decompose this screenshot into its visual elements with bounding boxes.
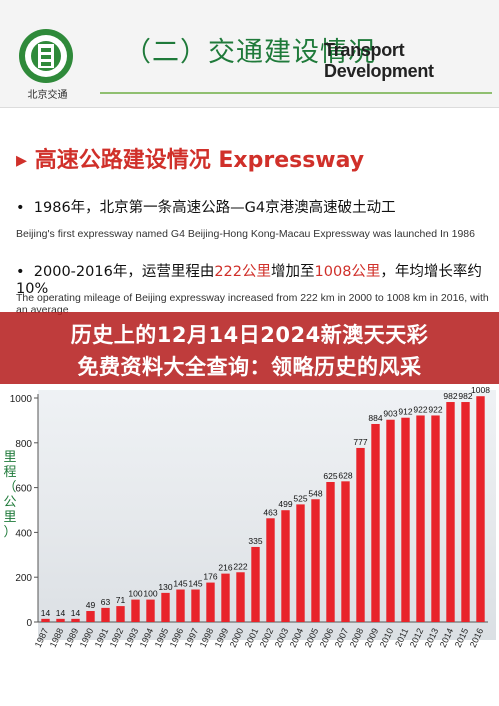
bar-value-label: 777 <box>353 437 367 447</box>
y-tick-label: 600 <box>15 484 32 495</box>
bar <box>176 589 185 622</box>
slide-header: 北京交通 （二）交通建设情况 Transport Development <box>0 0 499 108</box>
section-title: ▸ 高速公路建设情况 Expressway <box>16 142 364 174</box>
bar <box>311 499 320 622</box>
bar-value-label: 49 <box>86 600 96 610</box>
overlay-banner: 历史上的12月14日2024新澳天天彩 免费资料大全查询：领略历史的风采 <box>0 312 499 384</box>
bullet-1-zh: • 1986年，北京第一条高速公路—G4京港澳高速破土动工 <box>16 200 396 216</box>
y-tick-label: 1000 <box>10 394 33 405</box>
bar <box>41 618 50 622</box>
bullet-dot-icon: • <box>16 200 34 216</box>
bar-value-label: 145 <box>173 579 187 589</box>
bar-value-label: 548 <box>308 488 322 498</box>
bar-value-label: 625 <box>323 471 337 481</box>
bar-value-label: 628 <box>338 470 352 480</box>
bar <box>326 482 335 622</box>
mileage-bar-chart: 0200400600800100014198714198814198949199… <box>10 385 490 649</box>
bar-value-label: 100 <box>128 589 142 599</box>
bar-value-label: 982 <box>458 391 472 401</box>
bar-value-label: 100 <box>143 589 157 599</box>
bar-value-label: 216 <box>218 563 232 573</box>
y-tick-label: 800 <box>15 439 32 450</box>
section-title-text: 高速公路建设情况 Expressway <box>34 148 365 173</box>
bar <box>416 415 425 622</box>
bullet-2-zh: • 2000-2016年，运营里程由222公里增加至1008公里，年均增长率约1… <box>16 264 482 297</box>
bar-value-label: 14 <box>56 608 66 618</box>
bar <box>116 606 125 622</box>
bar-value-label: 463 <box>263 507 277 517</box>
bar-value-label: 145 <box>188 579 202 589</box>
bar-value-label: 1008 <box>471 385 490 395</box>
y-tick-label: 400 <box>15 528 32 539</box>
bar-value-label: 525 <box>293 493 307 503</box>
bar-value-label: 14 <box>41 608 51 618</box>
bar-value-label: 222 <box>233 561 247 571</box>
bar <box>71 618 80 622</box>
bar-value-label: 912 <box>398 407 412 417</box>
highlight-222km: 222公里 <box>214 264 272 280</box>
bar-value-label: 884 <box>368 413 382 423</box>
bar-value-label: 903 <box>383 409 397 419</box>
header-title-zh: （二）交通建设情况 <box>124 37 376 68</box>
banner-line-1: 历史上的12月14日2024新澳天天彩 <box>70 323 429 347</box>
bar <box>131 599 140 622</box>
bar <box>356 447 365 622</box>
y-tick-label: 0 <box>26 618 32 629</box>
bar <box>161 592 170 622</box>
logo-text: 北京交通 <box>27 90 68 101</box>
bar-value-label: 71 <box>116 595 126 605</box>
bar-value-label: 922 <box>428 404 442 414</box>
x-tick-label: 2016 <box>468 627 486 649</box>
bar <box>101 607 110 622</box>
bar-value-label: 922 <box>413 404 427 414</box>
banner-line-2: 免费资料大全查询：领略历史的风采 <box>77 355 422 379</box>
bar <box>461 402 470 622</box>
bar <box>431 415 440 622</box>
bar <box>476 396 485 622</box>
bar-value-label: 14 <box>71 608 81 618</box>
bar <box>401 417 410 622</box>
bar <box>221 573 230 622</box>
bullet-1-en: Beijing's first expressway named G4 Beij… <box>16 228 475 240</box>
beijing-transport-logo-icon <box>19 29 73 83</box>
bar <box>386 419 395 622</box>
bar <box>86 611 95 622</box>
bar <box>446 402 455 622</box>
chart-y-axis-label: 里程（公里） <box>3 450 17 540</box>
y-tick-label: 200 <box>15 573 32 584</box>
header-title-en: Transport Development <box>324 40 434 81</box>
bar-value-label: 982 <box>443 391 457 401</box>
bar <box>206 582 215 622</box>
bar <box>296 504 305 622</box>
bar <box>281 510 290 622</box>
bar-value-label: 63 <box>101 597 111 607</box>
bar <box>236 572 245 622</box>
bar <box>371 423 380 622</box>
bar-value-label: 176 <box>203 572 217 582</box>
header-divider <box>100 92 492 94</box>
bar <box>146 599 155 622</box>
bar <box>56 618 65 622</box>
bar-value-label: 499 <box>278 499 292 509</box>
bar-value-label: 335 <box>248 536 262 546</box>
triangle-bullet-icon: ▸ <box>16 148 28 173</box>
bar <box>266 518 275 622</box>
x-tick-label: 2010 <box>378 627 396 649</box>
bar-value-label: 130 <box>158 582 172 592</box>
bar <box>251 546 260 622</box>
bar <box>191 589 200 622</box>
bar <box>341 481 350 622</box>
highlight-1008km: 1008公里 <box>314 264 381 280</box>
bullet-dot-icon: • <box>16 264 34 280</box>
